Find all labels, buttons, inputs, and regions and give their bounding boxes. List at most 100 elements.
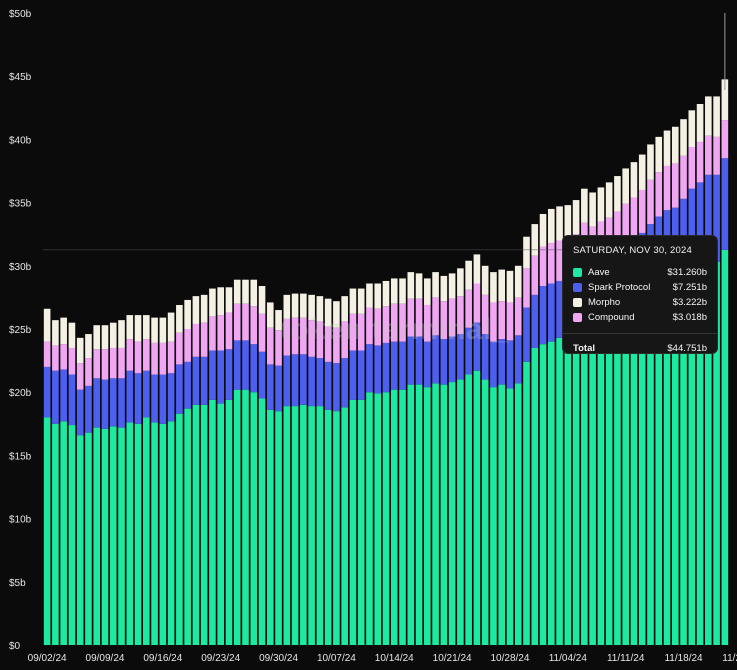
- bar-segment-aave[interactable]: [523, 361, 530, 645]
- bar-segment-morpho[interactable]: [242, 279, 249, 304]
- bar-segment-aave[interactable]: [630, 302, 638, 645]
- bar-segment-spark-protocol[interactable]: [506, 340, 514, 389]
- bar-segment-aave[interactable]: [225, 399, 233, 645]
- bar-segment-compound[interactable]: [43, 341, 51, 367]
- bar-segment-compound[interactable]: [440, 301, 448, 340]
- bar-segment-spark-protocol[interactable]: [457, 334, 464, 380]
- bar-segment-morpho[interactable]: [233, 279, 241, 304]
- bar-segment-compound[interactable]: [614, 211, 621, 254]
- bar-segment-compound[interactable]: [523, 268, 530, 308]
- bar-segment-morpho[interactable]: [291, 293, 299, 318]
- bar-segment-compound[interactable]: [548, 243, 555, 284]
- bar-segment-morpho[interactable]: [159, 317, 167, 343]
- bar-segment-compound[interactable]: [390, 303, 398, 342]
- bar-segment-compound[interactable]: [556, 240, 563, 281]
- bar-segment-aave[interactable]: [572, 330, 580, 645]
- bar-segment-compound[interactable]: [696, 141, 704, 183]
- bar-segment-spark-protocol[interactable]: [308, 356, 315, 407]
- bar-segment-spark-protocol[interactable]: [713, 174, 720, 263]
- bar-segment-aave[interactable]: [506, 388, 514, 645]
- bar-segment-compound[interactable]: [399, 303, 406, 342]
- bar-segment-aave[interactable]: [663, 278, 671, 645]
- bar-segment-aave[interactable]: [498, 384, 506, 645]
- bar-segment-aave[interactable]: [490, 387, 497, 645]
- bar-segment-morpho[interactable]: [688, 110, 696, 147]
- bar-segment-morpho[interactable]: [514, 265, 522, 298]
- bar-segment-spark-protocol[interactable]: [390, 341, 398, 390]
- bar-segment-aave[interactable]: [696, 263, 704, 645]
- bar-segment-morpho[interactable]: [266, 302, 274, 328]
- bar-segment-spark-protocol[interactable]: [556, 280, 563, 338]
- bar-segment-compound[interactable]: [424, 304, 431, 342]
- bar-segment-compound[interactable]: [531, 255, 539, 295]
- bar-segment-spark-protocol[interactable]: [209, 350, 216, 400]
- bar-segment-aave[interactable]: [440, 384, 448, 645]
- bar-segment-spark-protocol[interactable]: [258, 351, 266, 399]
- bar-segment-spark-protocol[interactable]: [109, 378, 117, 427]
- bar-segment-aave[interactable]: [539, 344, 547, 645]
- bar-segment-morpho[interactable]: [647, 144, 654, 180]
- bar-segment-compound[interactable]: [283, 318, 291, 356]
- bar-segment-spark-protocol[interactable]: [432, 335, 439, 384]
- bar-segment-morpho[interactable]: [614, 176, 621, 212]
- bar-segment-aave[interactable]: [200, 404, 208, 645]
- bar-segment-spark-protocol[interactable]: [688, 188, 696, 268]
- bar-segment-morpho[interactable]: [390, 278, 398, 304]
- bar-segment-spark-protocol[interactable]: [721, 158, 729, 250]
- bar-segment-aave[interactable]: [688, 267, 696, 645]
- bar-segment-spark-protocol[interactable]: [52, 370, 59, 424]
- bar-segment-spark-protocol[interactable]: [233, 340, 241, 390]
- bar-segment-aave[interactable]: [101, 428, 109, 645]
- bar-segment-spark-protocol[interactable]: [134, 373, 142, 424]
- bar-segment-morpho[interactable]: [134, 315, 142, 342]
- bar-segment-morpho[interactable]: [167, 312, 175, 342]
- bar-segment-morpho[interactable]: [341, 296, 348, 322]
- bar-segment-morpho[interactable]: [457, 268, 464, 297]
- bar-segment-compound[interactable]: [109, 347, 117, 379]
- bar-segment-aave[interactable]: [366, 392, 373, 645]
- bar-segment-compound[interactable]: [498, 301, 506, 340]
- bar-segment-morpho[interactable]: [407, 272, 415, 299]
- bar-segment-compound[interactable]: [68, 347, 76, 375]
- bar-segment-spark-protocol[interactable]: [250, 344, 258, 393]
- bar-segment-compound[interactable]: [126, 339, 134, 371]
- bar-segment-aave[interactable]: [390, 389, 398, 645]
- bar-segment-morpho[interactable]: [349, 288, 357, 314]
- bar-segment-spark-protocol[interactable]: [407, 336, 415, 385]
- bar-segment-spark-protocol[interactable]: [481, 334, 489, 380]
- bar-segment-aave[interactable]: [316, 406, 324, 645]
- bar-segment-spark-protocol[interactable]: [440, 339, 448, 385]
- bar-segment-compound[interactable]: [407, 298, 415, 337]
- bar-segment-compound[interactable]: [143, 339, 150, 371]
- bar-segment-aave[interactable]: [614, 312, 621, 645]
- bar-segment-aave[interactable]: [159, 423, 167, 645]
- bar-segment-morpho[interactable]: [324, 298, 332, 327]
- bar-segment-morpho[interactable]: [523, 236, 530, 269]
- bar-segment-morpho[interactable]: [357, 288, 365, 314]
- bar-segment-compound[interactable]: [465, 289, 472, 328]
- bar-segment-morpho[interactable]: [366, 283, 373, 308]
- bar-segment-morpho[interactable]: [597, 187, 605, 222]
- bar-segment-compound[interactable]: [275, 330, 282, 366]
- bar-segment-aave[interactable]: [721, 249, 729, 645]
- bar-segment-spark-protocol[interactable]: [85, 385, 92, 433]
- bar-segment-aave[interactable]: [109, 426, 117, 645]
- bar-segment-compound[interactable]: [93, 349, 101, 379]
- bar-segment-morpho[interactable]: [85, 334, 92, 359]
- bar-segment-morpho[interactable]: [399, 278, 406, 304]
- bar-segment-spark-protocol[interactable]: [357, 350, 365, 400]
- bar-segment-compound[interactable]: [481, 294, 489, 335]
- bar-segment-morpho[interactable]: [101, 325, 109, 350]
- bar-segment-spark-protocol[interactable]: [696, 182, 704, 264]
- bar-segment-aave[interactable]: [184, 408, 191, 645]
- bar-segment-aave[interactable]: [457, 379, 464, 645]
- bar-segment-morpho[interactable]: [283, 294, 291, 319]
- bar-segment-compound[interactable]: [242, 303, 249, 341]
- bar-segment-aave[interactable]: [52, 423, 59, 645]
- bar-segment-compound[interactable]: [192, 323, 200, 357]
- bar-segment-aave[interactable]: [93, 427, 101, 645]
- bar-segment-morpho[interactable]: [473, 254, 481, 284]
- bar-segment-morpho[interactable]: [126, 315, 134, 340]
- bar-segment-compound[interactable]: [374, 308, 382, 346]
- bar-segment-morpho[interactable]: [258, 286, 266, 314]
